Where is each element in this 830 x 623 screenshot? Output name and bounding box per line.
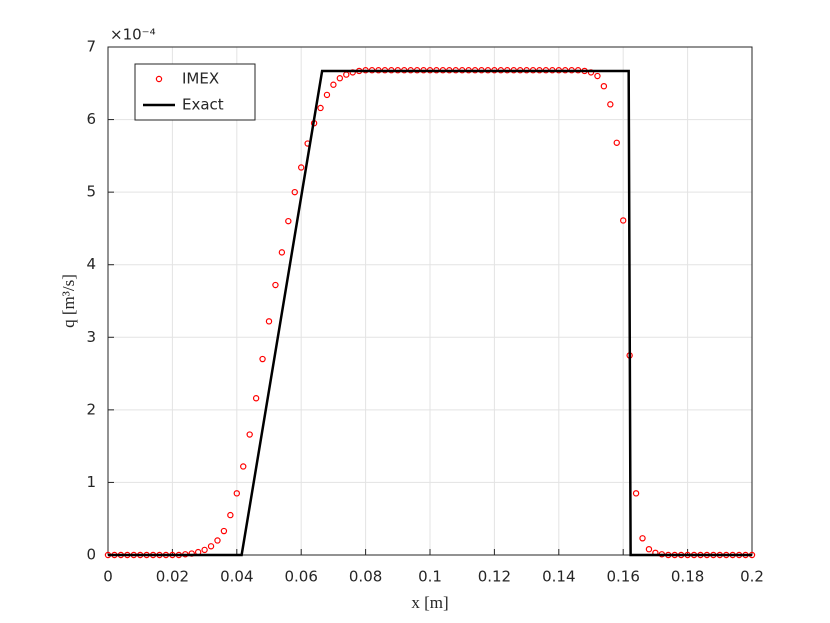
plot-frame [107,46,753,556]
legend-label: IMEX [182,70,219,88]
data-point [207,543,215,550]
data-point [594,72,601,80]
data-point [278,249,286,256]
x-tick-label: 0.08 [349,568,382,586]
x-tick-label: 0.02 [156,568,189,586]
x-axis-label: x [m] [411,593,448,612]
data-point [246,431,253,438]
data-point [285,217,292,225]
x-tick-label: 0.16 [606,568,639,586]
data-point [613,139,620,146]
legend-marker [155,75,163,83]
data-point [233,490,240,497]
y-tick-label: 0 [86,546,96,564]
y-tick-label: 2 [86,400,96,418]
data-point [201,546,208,554]
data-point [291,188,298,196]
x-tick-label: 0.06 [284,568,317,586]
data-point [252,395,260,402]
data-point [259,355,266,363]
data-point [632,490,640,497]
x-tick-label: 0.04 [220,568,253,586]
y-tick-label: 5 [86,183,96,201]
x-tick-label: 0.18 [671,568,704,586]
y-tick-label: 3 [86,328,96,346]
data-point [645,545,653,553]
legend-box [134,63,256,121]
x-tick-label: 0.12 [478,568,511,586]
data-point [317,104,324,112]
data-line [108,69,752,557]
x-tick-label: 0 [103,568,113,586]
data-point [220,527,228,535]
data-point [620,217,627,224]
data-point [600,82,608,90]
y-tick-label: 7 [86,38,96,56]
data-point [330,81,337,88]
y-axis-label: q [m³/s] [59,274,78,328]
data-point [214,537,221,544]
data-point [240,463,247,470]
data-point [227,511,234,519]
legend-label: Exact [182,96,224,114]
data-point [272,281,279,289]
data-point [323,91,331,99]
data-point [336,75,344,82]
x-tick-label: 0.14 [542,568,575,586]
data-point [639,535,646,542]
data-point [607,101,614,108]
y-tick-label: 1 [86,473,96,491]
x-tick-label: 0.2 [740,568,764,586]
y-exponent-label: ×10⁻⁴ [110,26,156,44]
y-tick-label: 6 [86,110,96,128]
x-tick-label: 0.1 [418,568,442,586]
data-point [265,318,273,325]
y-tick-label: 4 [86,255,96,273]
data-point [298,164,305,171]
